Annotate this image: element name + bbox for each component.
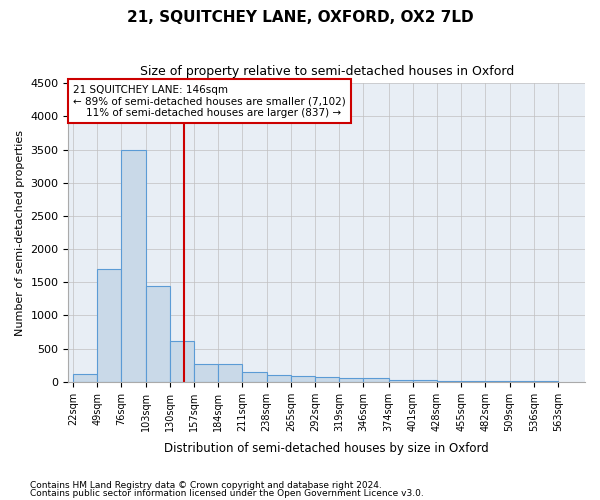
Bar (461, 381, 485, 382)
Title: Size of property relative to semi-detached houses in Oxford: Size of property relative to semi-detach… (140, 65, 514, 78)
Bar (437, 381, 461, 382)
Bar (389, 380, 413, 382)
Bar (266, 375, 291, 382)
Text: 21 SQUITCHEY LANE: 146sqm
← 89% of semi-detached houses are smaller (7,102)
    : 21 SQUITCHEY LANE: 146sqm ← 89% of semi-… (73, 84, 346, 118)
Bar (73, 374, 97, 382)
Bar (291, 376, 315, 382)
Text: 21, SQUITCHEY LANE, OXFORD, OX2 7LD: 21, SQUITCHEY LANE, OXFORD, OX2 7LD (127, 10, 473, 25)
Bar (218, 364, 242, 382)
Bar (97, 269, 121, 382)
Text: Contains HM Land Registry data © Crown copyright and database right 2024.: Contains HM Land Registry data © Crown c… (30, 481, 382, 490)
Bar (364, 378, 389, 382)
Bar (242, 372, 266, 382)
Bar (315, 378, 339, 382)
Y-axis label: Number of semi-detached properties: Number of semi-detached properties (15, 130, 25, 336)
Bar (339, 378, 364, 382)
Bar (485, 381, 509, 382)
Bar (146, 286, 170, 382)
Bar (170, 342, 194, 382)
Bar (194, 364, 218, 382)
X-axis label: Distribution of semi-detached houses by size in Oxford: Distribution of semi-detached houses by … (164, 442, 489, 455)
Bar (121, 150, 146, 382)
Text: Contains public sector information licensed under the Open Government Licence v3: Contains public sector information licen… (30, 488, 424, 498)
Bar (413, 380, 437, 382)
